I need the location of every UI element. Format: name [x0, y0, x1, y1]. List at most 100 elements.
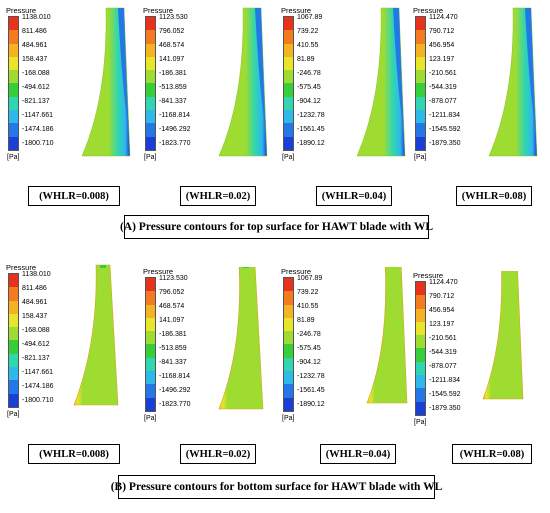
color-bar-segment	[284, 17, 293, 31]
legend-tick: -494.612	[22, 341, 50, 348]
whlr-label: (WHLR=0.008)	[28, 186, 120, 206]
color-bar-segment	[9, 353, 18, 368]
legend-unit: [Pa]	[282, 415, 295, 422]
color-bar-segment	[9, 43, 18, 57]
legend-tick: 158.437	[22, 313, 48, 320]
legend-tick: -1496.292	[159, 126, 191, 133]
color-bar-segment	[284, 317, 293, 332]
color-bar-segment	[416, 136, 425, 150]
legend-tick: 456.954	[429, 42, 455, 49]
legend-tick: 1124.470	[429, 14, 458, 21]
color-bar	[415, 281, 426, 416]
color-bar-segment	[9, 393, 18, 407]
color-bar-segment	[284, 331, 293, 345]
legend-tick: -210.561	[429, 70, 457, 77]
legend-tick: 790.712	[429, 28, 455, 35]
legend-tick: -1823.770	[159, 401, 191, 408]
legend-unit: [Pa]	[414, 419, 427, 426]
legend-tick: -168.088	[22, 327, 50, 334]
color-bar-segment	[9, 300, 18, 314]
color-bar-segment	[146, 278, 155, 292]
legend-tick: 796.052	[159, 289, 185, 296]
whlr-label: (WHLR=0.02)	[180, 186, 256, 206]
legend-tick: 484.961	[22, 42, 48, 49]
color-bar-segment	[146, 70, 155, 84]
legend-tick: 141.097	[159, 317, 185, 324]
legend-tick: -1545.592	[429, 391, 461, 398]
color-bar-segment	[416, 83, 425, 97]
color-bar-segment	[284, 304, 293, 318]
color-bar-segment	[284, 397, 293, 411]
legend-tick: -1147.661	[22, 112, 54, 119]
legend-title: Pressure	[6, 6, 37, 15]
legend-unit: [Pa]	[7, 154, 20, 161]
color-bar-segment	[146, 123, 155, 137]
legend-tick: -1890.12	[297, 401, 325, 408]
legend-title: Pressure	[143, 6, 174, 15]
figure-caption: (B) Pressure contours for bottom surface…	[111, 475, 442, 499]
color-bar-segment	[284, 291, 293, 305]
legend-tick: 1138.010	[22, 271, 51, 278]
color-bar-segment	[9, 96, 18, 111]
whlr-label: (WHLR=0.08)	[452, 444, 532, 464]
legend-tick: 1123.530	[159, 14, 188, 21]
color-bar-segment	[9, 287, 18, 301]
legend-tick: -494.612	[22, 84, 50, 91]
color-bar-segment	[284, 70, 293, 84]
color-bar-segment	[9, 340, 18, 354]
legend-tick: 410.55	[297, 303, 319, 310]
color-bar-segment	[284, 344, 293, 358]
color-bar	[283, 16, 294, 151]
legend-title: Pressure	[413, 271, 444, 280]
legend-unit: [Pa]	[7, 411, 20, 418]
color-bar-segment	[146, 317, 155, 332]
legend-tick: -841.337	[159, 359, 187, 366]
color-bar-segment	[146, 83, 155, 97]
legend-title: Pressure	[413, 6, 444, 15]
color-bar-segment	[416, 70, 425, 84]
bottom-panel-3: Pressure 1067.89 739.22 410.55 81.89 -24…	[281, 267, 416, 427]
color-bar-segment	[284, 56, 293, 71]
color-bar-segment	[9, 380, 18, 394]
color-bar-segment	[416, 375, 425, 389]
legend-tick: 410.55	[297, 42, 319, 49]
color-bar-segment	[9, 123, 18, 137]
color-bar-segment	[146, 56, 155, 71]
color-bar	[8, 273, 19, 408]
color-bar-segment	[284, 371, 293, 385]
color-bar-segment	[416, 321, 425, 336]
legend-tick: -168.088	[22, 70, 50, 77]
legend-tick: 468.574	[159, 303, 185, 310]
blade-contour	[356, 7, 406, 157]
color-bar-segment	[9, 136, 18, 150]
legend-tick: -1879.350	[429, 140, 461, 147]
color-bar-segment	[9, 327, 18, 341]
color-bar-segment	[416, 348, 425, 362]
legend-tick: -1232.78	[297, 373, 325, 380]
color-bar-segment	[284, 43, 293, 57]
legend-tick: 739.22	[297, 289, 319, 296]
legend-tick: -575.45	[297, 84, 321, 91]
color-bar-segment	[146, 96, 155, 111]
legend-tick: 141.097	[159, 56, 185, 63]
legend-title: Pressure	[6, 263, 37, 272]
legend-tick: 811.486	[22, 28, 47, 35]
legend-tick: -513.859	[159, 345, 187, 352]
color-bar-segment	[284, 96, 293, 111]
legend-tick: -1561.45	[297, 387, 325, 394]
legend-tick: -904.12	[297, 98, 321, 105]
top-panel-2: Pressure 1123.530 796.052 468.574 141.09…	[143, 6, 278, 166]
color-bar	[145, 16, 156, 151]
color-bar-segment	[284, 357, 293, 372]
color-bar-segment	[146, 136, 155, 150]
legend-tick: -246.78	[297, 70, 321, 77]
color-bar-segment	[9, 30, 18, 44]
top-panel-3: Pressure 1067.89 739.22 410.55 81.89 -24…	[281, 6, 416, 166]
color-bar-segment	[416, 308, 425, 322]
color-bar-segment	[284, 83, 293, 97]
color-bar-segment	[9, 56, 18, 71]
color-bar-segment	[416, 30, 425, 44]
legend-tick: -544.319	[429, 349, 457, 356]
color-bar-segment	[416, 401, 425, 415]
color-bar	[283, 277, 294, 412]
